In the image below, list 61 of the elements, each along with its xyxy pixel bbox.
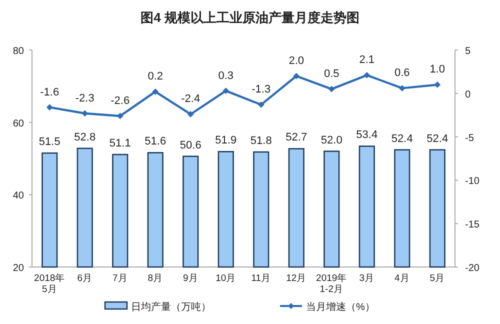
y-tick-label: 60	[12, 118, 24, 130]
x-tick-label: 5月	[430, 273, 446, 284]
data-label: 50.6	[180, 139, 202, 152]
data-label: -1.3	[252, 84, 271, 96]
data-label: -2.6	[110, 94, 130, 107]
point	[152, 88, 159, 95]
data-label: 51.1	[109, 138, 131, 150]
data-label: 51.8	[250, 134, 272, 147]
point	[187, 111, 194, 118]
y2-tick-label: -5	[465, 132, 474, 144]
data-label: 2.1	[359, 54, 375, 66]
point	[82, 110, 88, 117]
point	[116, 112, 124, 120]
data-label: 52.8	[74, 131, 96, 144]
y2-tick-label: 5	[465, 46, 471, 57]
x-tick-label: 9月	[182, 273, 198, 284]
x-tick-label: 4月	[394, 273, 410, 284]
y-tick-label: 80	[12, 46, 24, 57]
y-tick-label: 40	[12, 190, 24, 202]
data-label: 0.5	[324, 68, 340, 80]
y2-tick-label: -10	[465, 176, 480, 188]
chart-title: 图4 规模以上工业原油产量月度走势图	[140, 10, 360, 25]
data-label: 1.0	[430, 64, 446, 76]
y2-tick-label: -20	[465, 263, 480, 274]
y2-tick-label: -15	[465, 220, 480, 231]
x-tick-label: 2018年 5月	[34, 272, 66, 295]
x-tick-label: 11月	[251, 273, 272, 284]
data-label: 0.2	[148, 70, 164, 83]
data-label: 51.5	[38, 136, 60, 148]
data-label: -2.3	[75, 92, 94, 104]
data-label: -1.6	[40, 86, 60, 98]
legend-label: 当月增速（%）	[306, 301, 375, 313]
point	[364, 72, 370, 78]
point	[46, 104, 53, 110]
data-label: 0.3	[218, 70, 234, 82]
point	[328, 86, 335, 92]
data-label: 52.7	[286, 132, 308, 144]
x-tick-label: 2019年 1-2月	[316, 272, 348, 295]
point	[434, 82, 441, 88]
point	[258, 101, 264, 108]
data-label: 2.0	[288, 55, 304, 68]
y2-tick-label: 0	[465, 89, 471, 100]
x-tick-label: 7月	[112, 273, 128, 284]
data-label: 0.6	[394, 67, 410, 80]
point	[398, 84, 406, 92]
legend-label: 日均产量（万吨）	[131, 301, 211, 313]
point	[222, 88, 230, 94]
data-label: 52.0	[320, 134, 342, 146]
x-tick-label: 3月	[359, 273, 375, 284]
data-label: -2.4	[181, 93, 200, 106]
y-tick-label: 20	[12, 263, 24, 274]
x-tick-label: 8月	[148, 273, 164, 284]
data-label: 53.4	[356, 129, 378, 142]
x-tick-label: 6月	[77, 273, 93, 284]
data-label: 52.4	[391, 132, 413, 145]
data-label: 51.6	[144, 136, 166, 148]
data-label: 51.9	[215, 134, 237, 147]
x-tick-label: 12月	[286, 273, 307, 284]
point	[293, 72, 300, 80]
data-label: 52.4	[426, 132, 448, 145]
x-tick-label: 10月	[216, 273, 236, 284]
